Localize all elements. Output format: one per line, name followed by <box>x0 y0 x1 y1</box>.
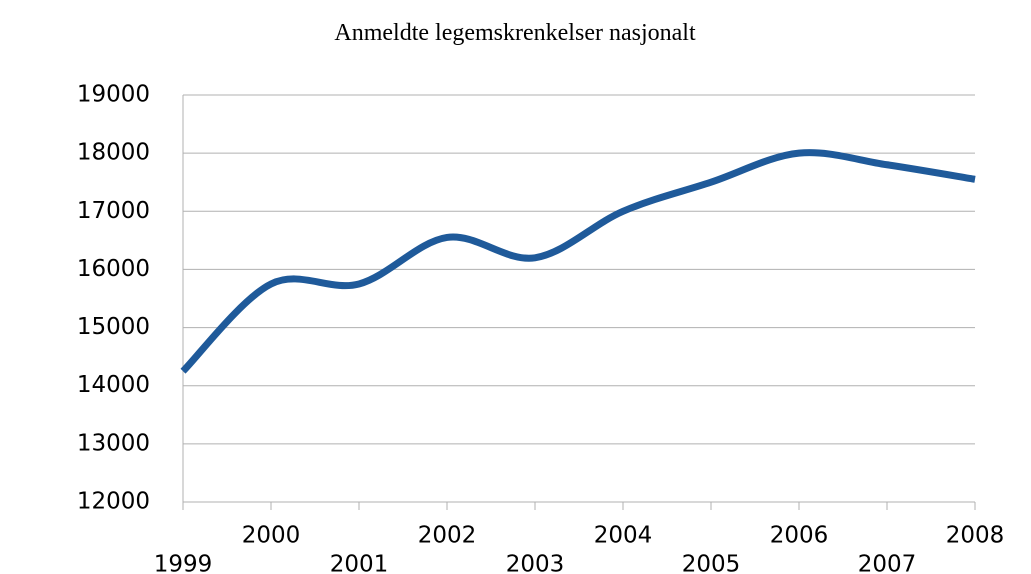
y-tick-label: 16000 <box>77 256 150 282</box>
x-tick-label: 2005 <box>682 552 741 574</box>
line <box>180 149 976 374</box>
y-tick-label: 12000 <box>77 489 150 515</box>
chart-title: Anmeldte legemskrenkelser nasjonalt <box>334 20 696 46</box>
y-tick-label: 18000 <box>77 140 150 166</box>
x-tick-label: 2004 <box>594 523 653 549</box>
x-tick-label: 2002 <box>418 523 477 549</box>
y-tick-label: 17000 <box>77 198 150 224</box>
x-tick-label: 2000 <box>242 523 301 549</box>
x-tick-label: 2006 <box>770 523 829 549</box>
x-tick-label: 2007 <box>858 552 917 574</box>
x-tick-label: 1999 <box>154 552 213 574</box>
y-tick-label: 13000 <box>77 430 150 456</box>
x-tick-label: 2001 <box>330 552 389 574</box>
y-tick-label: 19000 <box>77 82 150 108</box>
y-tick-label: 14000 <box>77 372 150 398</box>
x-tick-label: 2003 <box>506 552 565 574</box>
y-tick-label: 15000 <box>77 314 150 340</box>
x-tick-label: 2008 <box>946 523 1005 549</box>
